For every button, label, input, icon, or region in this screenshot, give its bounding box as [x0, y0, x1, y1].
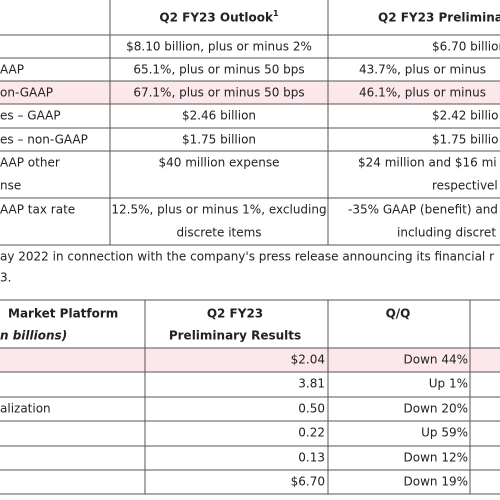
cell: 46.1%, plus or minus: [359, 86, 486, 100]
row-label: es – non-GAAP: [0, 133, 88, 147]
cell: 67.1%, plus or minus 50 bps: [133, 86, 304, 100]
cell: 12.5%, plus or minus 1%, excluding: [111, 203, 326, 217]
column-header: Q/Q: [386, 307, 411, 321]
cell: 3.81: [298, 377, 325, 391]
column-header: Q2 FY23: [207, 307, 263, 321]
cell: including discret: [397, 226, 496, 240]
column-header: Preliminary Results: [169, 329, 301, 343]
cell: $6.70 billion: [432, 40, 500, 54]
cell: Down 19%: [404, 475, 469, 489]
row-label: alization: [0, 402, 51, 416]
cell: $2.04: [291, 353, 325, 367]
cell: 65.1%, plus or minus 50 bps: [133, 63, 304, 77]
cell: $8.10 billion, plus or minus 2%: [126, 40, 312, 54]
cell: $2.46 billion: [182, 109, 256, 123]
cell: respectivel: [432, 179, 498, 193]
column-header: Q2 FY23 Outlook1: [159, 9, 279, 25]
paragraph-line: 3.: [0, 271, 11, 285]
row-label: nse: [0, 179, 21, 193]
cell: $24 million and $16 mi: [358, 156, 497, 170]
column-header: n billions): [0, 329, 67, 343]
column-header: Market Platform: [8, 307, 118, 321]
cell: -35% GAAP (benefit) and: [348, 203, 498, 217]
cell: 43.7%, plus or minus: [359, 63, 486, 77]
column-header: Q2 FY23 Preliminar: [378, 11, 500, 25]
cell: Down 12%: [404, 451, 469, 465]
cell: Up 59%: [421, 426, 468, 440]
row-label: on-GAAP: [0, 86, 53, 100]
row-label: AAP other: [0, 156, 60, 170]
cell: 0.22: [298, 426, 325, 440]
row-label: AAP: [0, 63, 24, 77]
cell: $1.75 billion: [182, 133, 256, 147]
cell: $6.70: [291, 475, 325, 489]
cell: $1.75 billio: [432, 133, 498, 147]
paragraph-line: ay 2022 in connection with the company's…: [0, 250, 494, 264]
highlight-row: [0, 81, 500, 104]
highlight-row: [0, 348, 500, 372]
cell: $40 million expense: [158, 156, 279, 170]
footnote-mark: 1: [273, 9, 279, 18]
cell: Up 1%: [429, 377, 468, 391]
cell: Down 44%: [404, 353, 469, 367]
cell: $2.42 billio: [432, 109, 498, 123]
cell: 0.13: [298, 451, 325, 465]
cell: Down 20%: [404, 402, 469, 416]
row-label: AAP tax rate: [0, 203, 75, 217]
row-label: es – GAAP: [0, 109, 61, 123]
cell: 0.50: [298, 402, 325, 416]
cell: discrete items: [176, 226, 261, 240]
